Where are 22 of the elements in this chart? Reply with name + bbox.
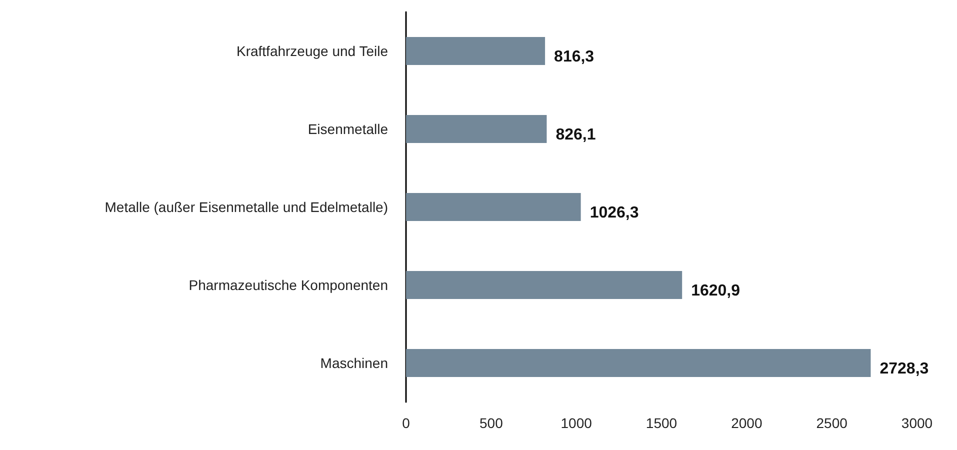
x-tick-label: 2500: [816, 415, 848, 431]
y-tick-label: Eisenmetalle: [308, 121, 388, 137]
y-tick-label: Pharmazeutische Komponenten: [188, 277, 388, 293]
bar: [406, 271, 682, 299]
bar: [406, 37, 546, 65]
x-tick-label: 3000: [901, 415, 933, 431]
data-label: 2728,3: [880, 360, 929, 378]
data-label: 826,1: [556, 126, 596, 144]
x-tick-label: 1500: [646, 415, 678, 431]
x-tick-label: 1000: [560, 415, 592, 431]
x-tick-label: 500: [479, 415, 504, 431]
data-label: 1620,9: [691, 282, 740, 300]
y-tick-label: Metalle (außer Eisenmetalle und Edelmetalle): [104, 199, 388, 215]
bar: [406, 115, 547, 143]
x-tick-label: 0: [402, 415, 410, 431]
data-label: 816,3: [554, 48, 594, 66]
bar: [406, 193, 581, 221]
y-tick-label: Kraftfahrzeuge und Teile: [236, 43, 388, 59]
bar: [406, 349, 871, 377]
data-label: 1026,3: [590, 204, 639, 222]
x-tick-label: 2000: [731, 415, 762, 431]
y-tick-label: Maschinen: [320, 355, 388, 371]
